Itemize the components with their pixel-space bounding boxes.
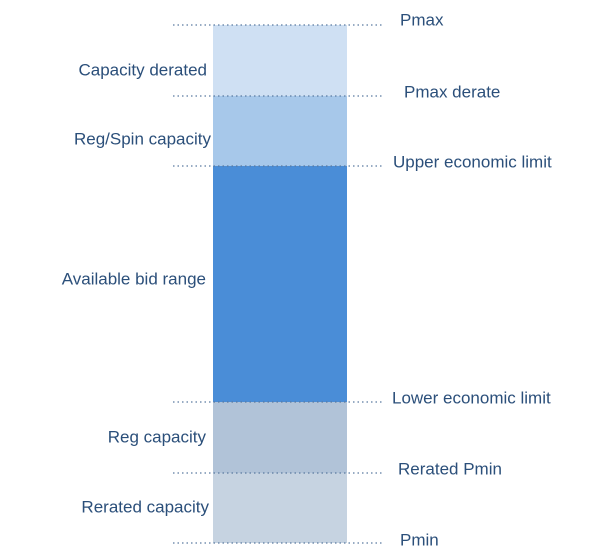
- limit-label: Pmin: [400, 530, 439, 549]
- limit-label: Rerated Pmin: [398, 459, 502, 478]
- limit-label: Lower economic limit: [392, 388, 551, 407]
- segment-label: Rerated capacity: [81, 497, 209, 516]
- segment-label: Reg capacity: [108, 427, 207, 446]
- segment-label: Available bid range: [62, 269, 206, 288]
- segment-bid-range: [213, 166, 347, 402]
- segment-label: Capacity derated: [78, 60, 207, 79]
- segment-capacity-derated: [213, 25, 347, 96]
- segment-reg: [213, 402, 347, 473]
- segment-reg-spin: [213, 96, 347, 166]
- limit-label: Pmax derate: [404, 82, 500, 101]
- segment-label: Reg/Spin capacity: [74, 129, 212, 148]
- limit-label: Upper economic limit: [393, 152, 552, 171]
- limit-label: Pmax: [400, 10, 444, 29]
- segment-rerated: [213, 473, 347, 543]
